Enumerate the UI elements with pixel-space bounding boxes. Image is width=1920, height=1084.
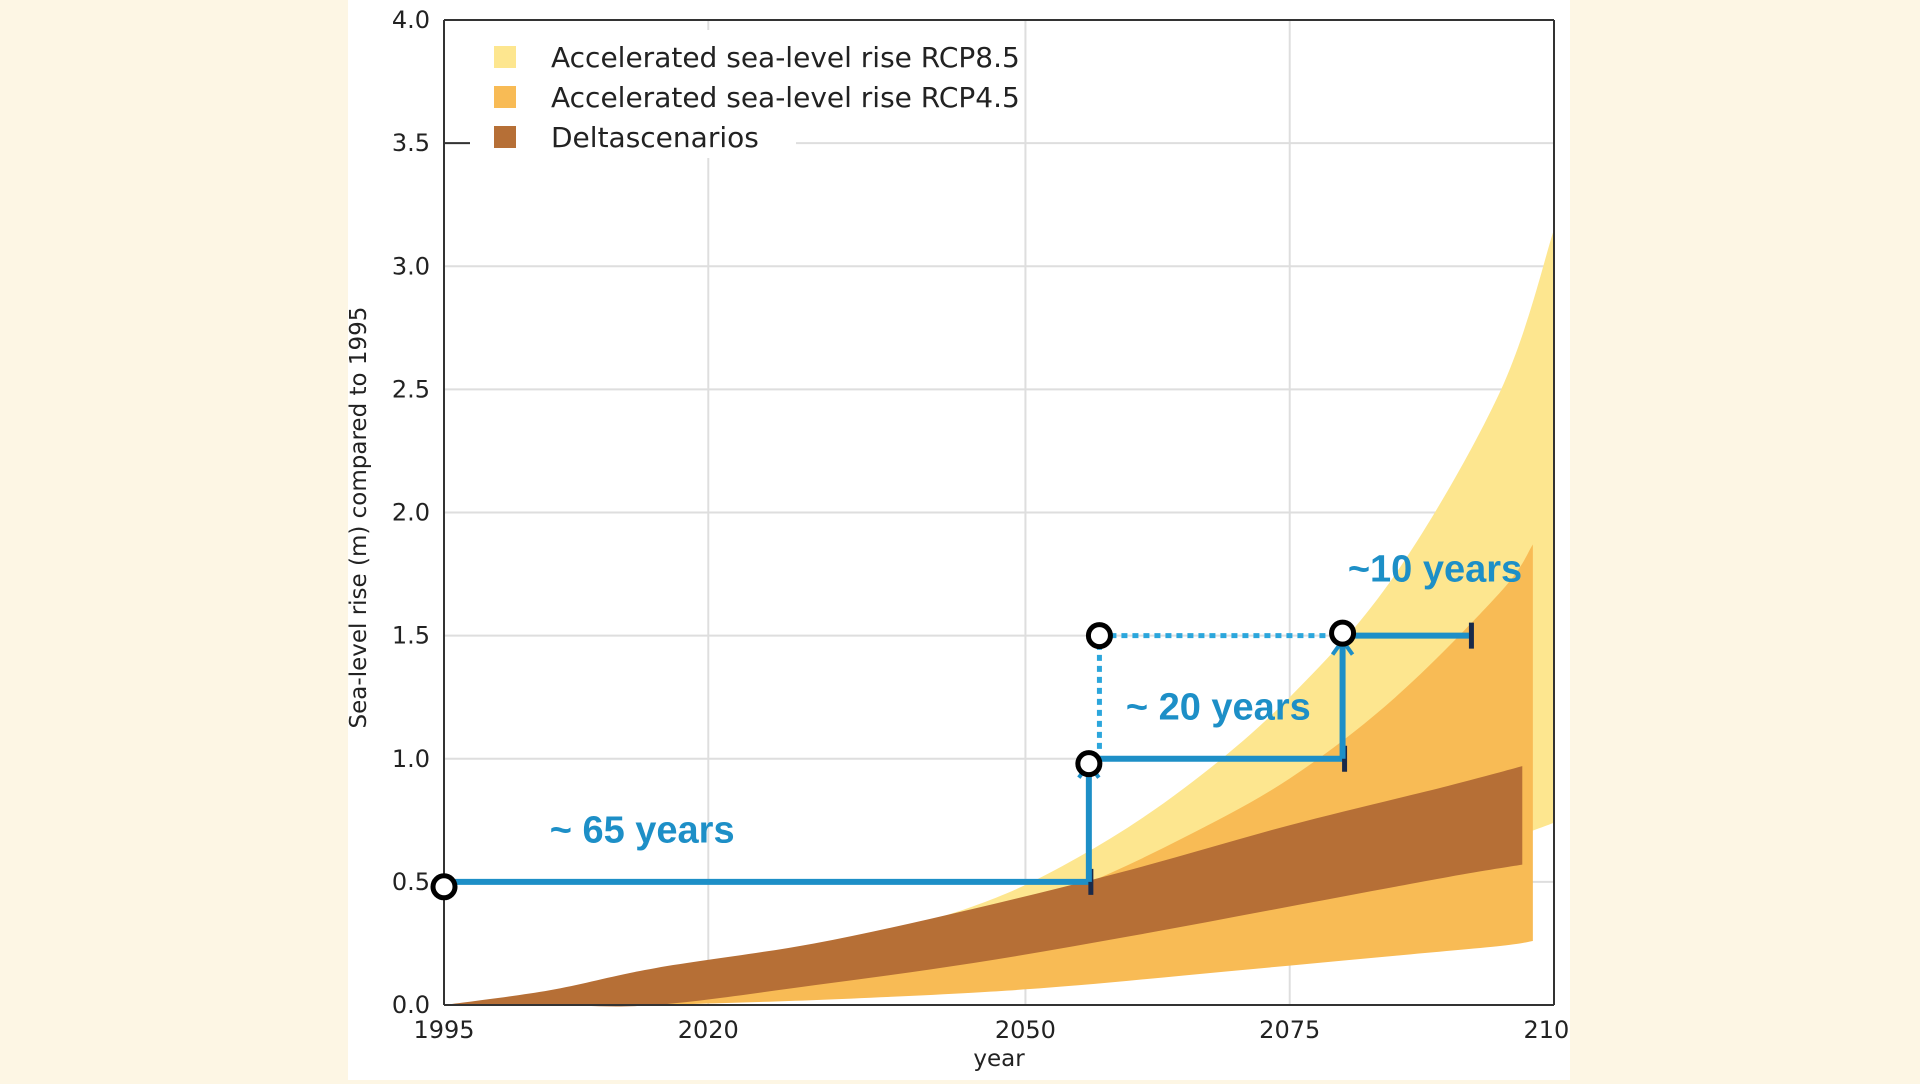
chart-panel: Accelerated sea-level rise RCP8.5 Acceler… [346,0,1585,1080]
y-tick-label-3.0: 3.0 [392,252,430,280]
marker-circle-2 [1075,750,1103,778]
sea-level-chart: Accelerated sea-level rise RCP8.5 Acceler… [346,6,1585,1072]
y-tick-label-4.0: 4.0 [392,6,430,34]
annotation-label-3: ~10 years [1348,548,1522,590]
y-tick-label-3.5: 3.5 [392,129,430,157]
area-layer [444,229,1554,1007]
legend-label-2: Accelerated sea-level rise RCP4.5 [551,81,1020,114]
plot-frame [443,19,1555,1006]
y-axis-title: Sea-level rise (m) compared to 1995 [348,307,372,729]
marker-circle-4 [1329,619,1357,647]
step-annotations [444,622,1474,895]
legend: Accelerated sea-level rise RCP8.5 Acceler… [470,30,1020,158]
marker-circle-3 [1085,622,1113,650]
markers [430,619,1357,901]
marker-circle-1 [430,873,458,901]
y-tick-label-1.5: 1.5 [392,622,430,650]
x-tick-label-2020: 2020 [678,1016,739,1044]
x-axis-title: year [973,1046,1025,1072]
legend-swatch-1 [494,46,516,68]
y-tick-label-1.0: 1.0 [392,745,430,773]
legend-background-ext [470,126,793,156]
y-tick-label-2.0: 2.0 [392,499,430,527]
y-tick-label-0.5: 0.5 [392,868,430,896]
x-tick-label-2075: 2075 [1259,1016,1320,1044]
y-tick-label-2.5: 2.5 [392,375,430,403]
legend-swatch-2 [494,86,516,108]
tick-labels: 0.0 0.5 1.0 1.5 2.0 2.5 3.0 3.5 4.0 1995 2020 2050 2… [392,6,1585,1044]
legend-label-3: Deltascenarios [551,121,759,154]
legend-swatch-3 [494,126,516,148]
x-tick-label-2050: 2050 [995,1016,1056,1044]
legend-label-1: Accelerated sea-level rise RCP8.5 [551,41,1020,74]
y-tick-label-0.0: 0.0 [392,991,430,1019]
x-tick-label-1995: 1995 [413,1016,474,1044]
x-tick-label-2100: 2100 [1523,1016,1570,1044]
annotation-labels: ~ 65 years ~ 20 years ~10 years [550,548,1522,851]
series-band-3 [444,766,1523,1007]
annotation-label-2: ~ 20 years [1126,686,1311,728]
annotation-label-1: ~ 65 years [550,809,735,851]
